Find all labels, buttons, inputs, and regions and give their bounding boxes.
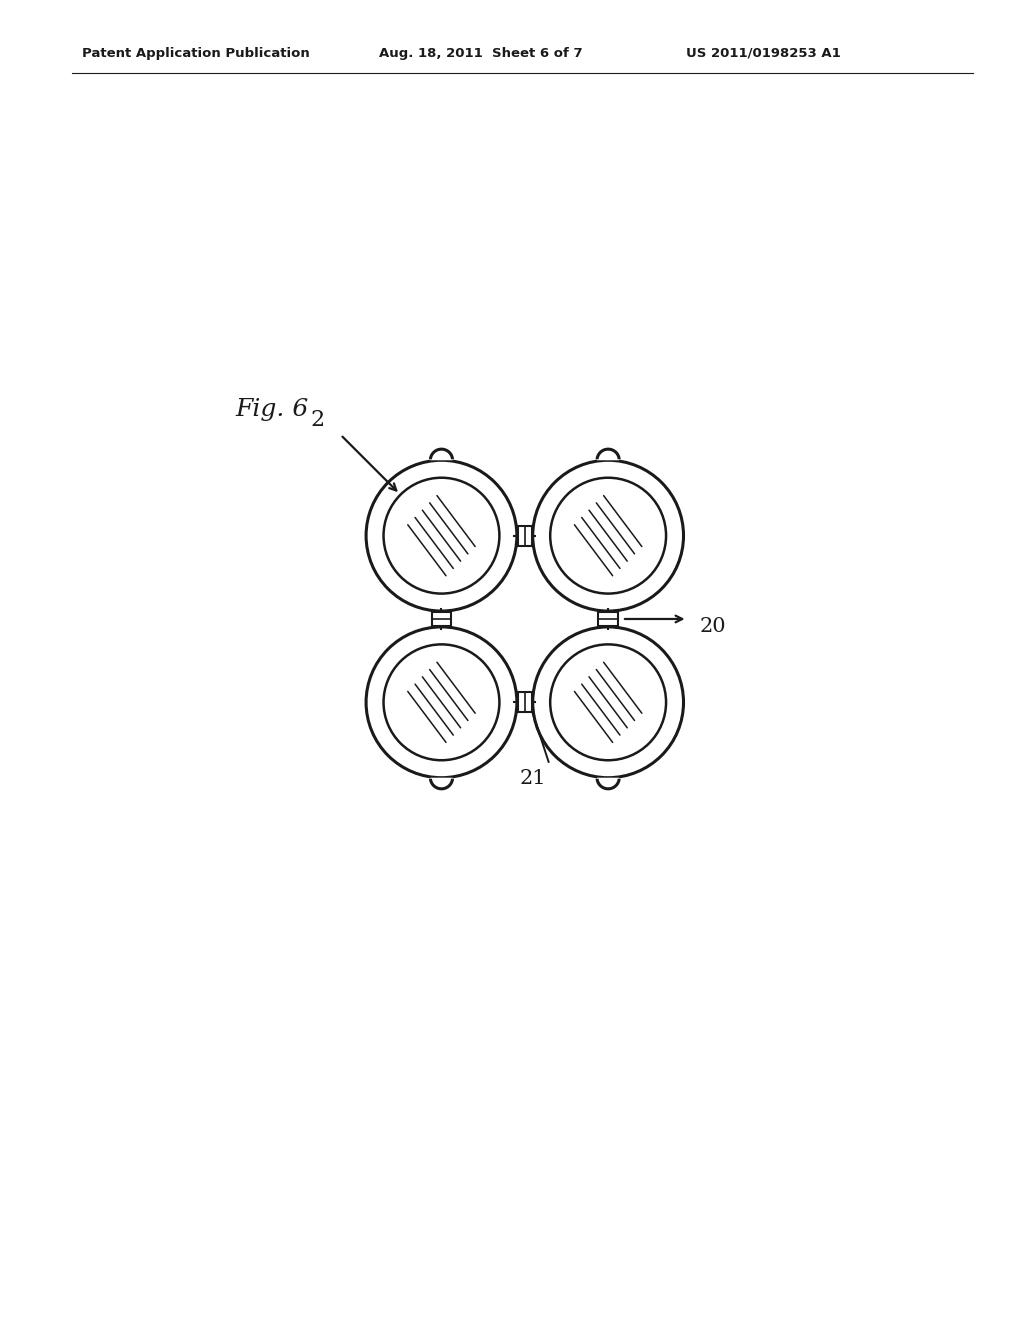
Bar xyxy=(598,612,618,626)
Circle shape xyxy=(550,478,666,594)
Text: US 2011/0198253 A1: US 2011/0198253 A1 xyxy=(686,46,841,59)
Text: Fig. 6: Fig. 6 xyxy=(236,397,308,421)
Text: Aug. 18, 2011  Sheet 6 of 7: Aug. 18, 2011 Sheet 6 of 7 xyxy=(379,46,583,59)
Circle shape xyxy=(550,644,666,760)
Wedge shape xyxy=(597,777,620,789)
Wedge shape xyxy=(430,449,453,461)
Circle shape xyxy=(384,478,500,594)
Bar xyxy=(518,693,531,713)
Circle shape xyxy=(367,461,517,611)
Bar xyxy=(518,525,531,545)
Wedge shape xyxy=(430,777,453,789)
Text: 20: 20 xyxy=(699,618,726,636)
Text: Patent Application Publication: Patent Application Publication xyxy=(82,46,309,59)
Circle shape xyxy=(532,461,684,611)
Bar xyxy=(431,612,452,626)
Circle shape xyxy=(384,644,500,760)
Wedge shape xyxy=(597,449,620,461)
Circle shape xyxy=(367,627,517,777)
Text: 21: 21 xyxy=(519,770,546,788)
Circle shape xyxy=(532,627,684,777)
Text: 2: 2 xyxy=(310,409,325,430)
